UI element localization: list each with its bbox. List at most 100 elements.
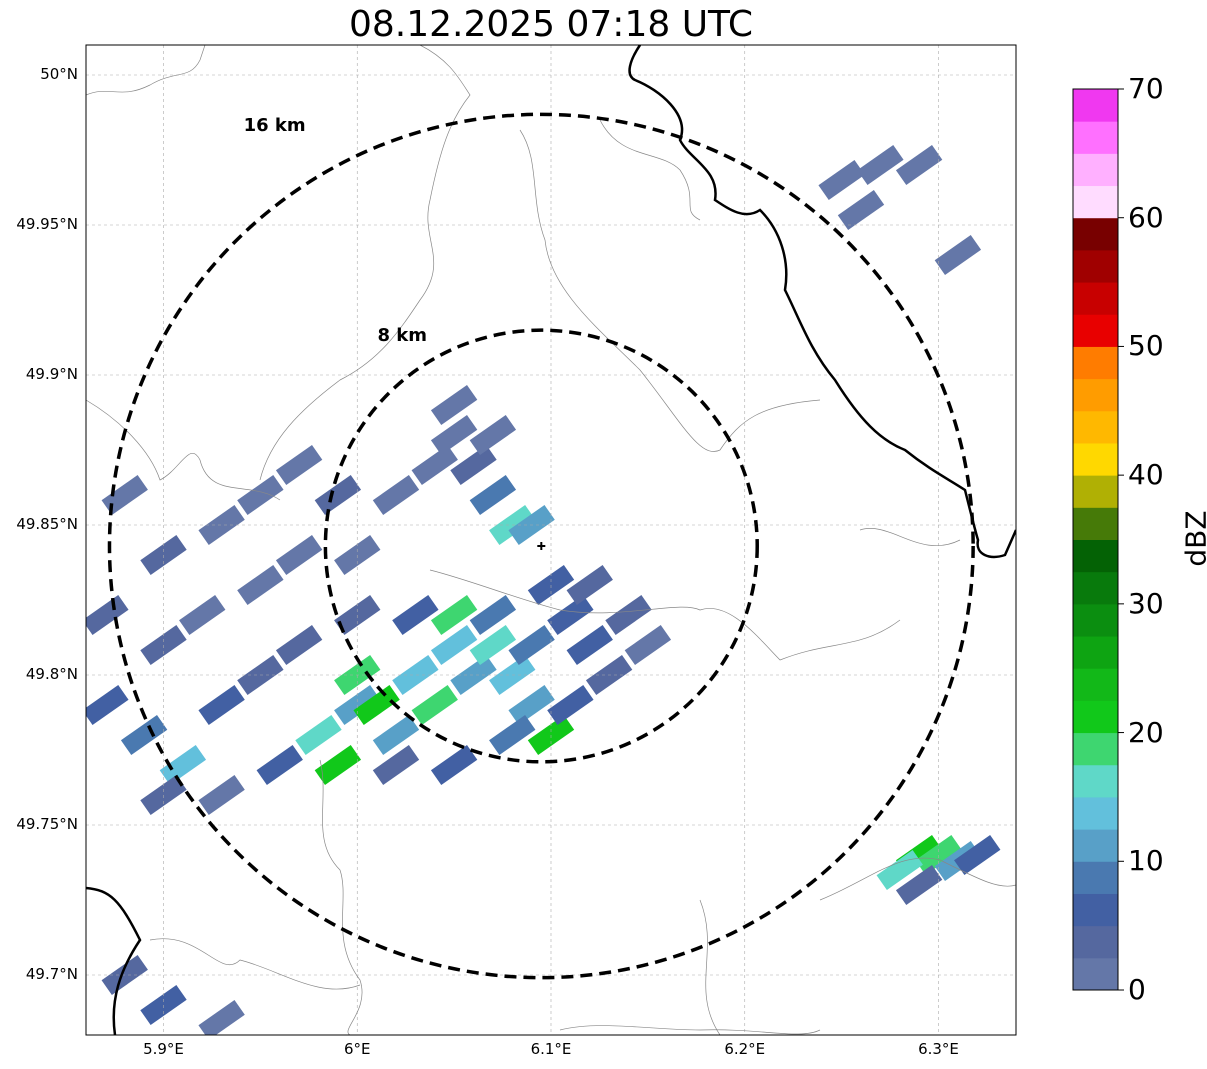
colorbar-tick-label: 20 [1128, 715, 1164, 749]
latitude-label: 49.9°N [25, 365, 78, 383]
echo-cell [275, 625, 323, 665]
echo-cell [86, 595, 129, 635]
map-title: 08.12.2025 07:18 UTC [348, 4, 754, 45]
colorbar-tick-label: 70 [1128, 72, 1164, 105]
range-rings [107, 112, 975, 980]
echo-cell [469, 475, 517, 515]
latitude-label: 49.95°N [16, 215, 78, 233]
longitude-label: 6.3°E [918, 1040, 959, 1058]
colorbar-segment [1073, 89, 1118, 122]
echo-cell [198, 505, 245, 545]
echo-cell [469, 595, 517, 635]
echo-cell [605, 595, 652, 635]
radar-site-marker [537, 542, 546, 550]
echo-cell [430, 625, 478, 665]
echo-cell [566, 625, 613, 665]
colorbar-segment [1073, 668, 1118, 701]
colorbar-segment [1073, 539, 1118, 573]
national-borders [86, 45, 1016, 1035]
echo-cell [275, 535, 323, 575]
latitude-label: 49.8°N [25, 665, 78, 683]
echo-cell [818, 160, 865, 200]
colorbar-segment [1073, 957, 1118, 991]
echo-cell [179, 595, 226, 635]
echo-cell [876, 850, 923, 890]
echo-cell [857, 145, 904, 185]
colorbar-segment [1073, 925, 1118, 959]
echo-cell [120, 715, 168, 755]
echo-cell [198, 685, 245, 725]
echo-cell [237, 565, 284, 605]
echo-cell [837, 190, 885, 230]
echo-cell [430, 595, 478, 635]
colorbar-tick-label: 10 [1128, 844, 1164, 878]
longitude-label: 6°E [343, 1040, 371, 1058]
colorbar-segment [1073, 249, 1118, 283]
colorbar-segment [1073, 732, 1118, 766]
echo-cell [430, 415, 478, 455]
echo-cell [372, 745, 420, 785]
echo-cell [430, 745, 478, 785]
echo-cell [295, 715, 342, 755]
echo-cell [392, 595, 439, 635]
colorbar-tick-label: 50 [1128, 329, 1164, 363]
echo-cell [198, 775, 245, 815]
colorbar-segment [1073, 796, 1118, 830]
echo-cell [430, 385, 478, 425]
echo-cell [86, 685, 129, 725]
admin-boundaries [86, 45, 1016, 1035]
colorbar-segment [1073, 764, 1118, 798]
latitude-label: 49.85°N [16, 515, 78, 533]
echo-cell [934, 235, 982, 275]
reflectivity-layer [86, 145, 1001, 1035]
echo-cell [624, 625, 672, 665]
echo-cell [469, 625, 517, 665]
echo-cell [508, 625, 555, 665]
echo-cell [314, 475, 362, 515]
colorbar-segment [1073, 346, 1118, 380]
echo-cell [372, 475, 420, 515]
echo-cell [392, 655, 439, 695]
echo-cell [256, 745, 303, 785]
colorbar-segment [1073, 185, 1118, 219]
latitude-label: 49.75°N [16, 815, 78, 833]
echo-cell [372, 715, 420, 755]
echo-cell [450, 445, 497, 485]
colorbar-segment [1073, 829, 1118, 862]
colorbar-tick-label: 0 [1128, 973, 1146, 1006]
colorbar-segment [1073, 603, 1118, 637]
echo-cell [489, 715, 536, 755]
latitude-label: 49.7°N [25, 965, 78, 983]
colorbar-segment [1073, 571, 1118, 605]
range-ring-label: 16 km [243, 115, 306, 137]
colorbar-tick-label: 60 [1128, 200, 1164, 234]
graticule [86, 45, 1016, 1035]
longitude-label: 6.1°E [530, 1040, 572, 1058]
echo-cell [101, 475, 148, 515]
range-ring [323, 328, 759, 764]
echo-cell [411, 685, 458, 725]
echo-cell [469, 415, 517, 455]
colorbar-label: dBZ [1179, 510, 1207, 567]
colorbar-segment [1073, 217, 1118, 251]
map-frame [85, 44, 1017, 1036]
colorbar-segment [1073, 442, 1118, 476]
echo-cell [450, 655, 497, 695]
colorbar-segment [1073, 121, 1118, 154]
echo-cell [566, 565, 613, 605]
echo-cell [411, 445, 458, 485]
colorbar-segment [1073, 700, 1118, 734]
colorbar-segment [1073, 861, 1118, 894]
echo-cell [237, 475, 284, 515]
colorbar-segment [1073, 507, 1118, 540]
echo-cell [159, 745, 207, 785]
echo-cell [954, 835, 1001, 875]
colorbar-segment [1073, 314, 1118, 347]
echo-cell [353, 685, 400, 725]
colorbar [1072, 88, 1124, 991]
range-ring [107, 112, 975, 980]
colorbar-segment [1073, 636, 1118, 669]
echo-cell [895, 865, 943, 905]
echo-cell [547, 595, 594, 635]
